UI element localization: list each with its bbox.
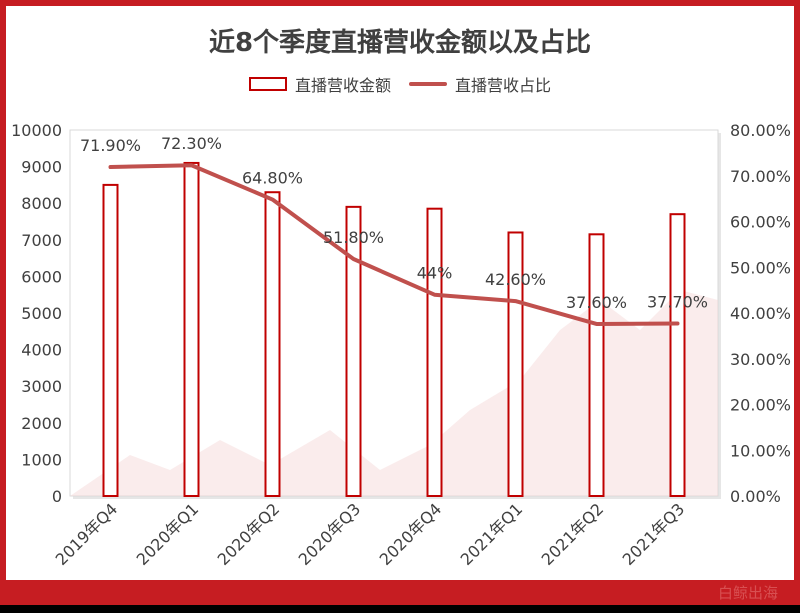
left-tick-3: 3000 xyxy=(21,377,62,396)
legend-item-bar: 直播营收金额 xyxy=(248,72,391,96)
data-label-4: 44% xyxy=(417,264,453,283)
data-label-1: 72.30% xyxy=(161,134,222,153)
watermark-logo: 白鲸出海 xyxy=(717,584,778,602)
left-tick-5: 5000 xyxy=(21,304,62,323)
chart-legend: 直播营收金额 直播营收占比 xyxy=(0,72,800,96)
x-tick-6: 2021年Q2 xyxy=(538,499,608,569)
left-tick-1: 1000 xyxy=(21,450,62,469)
line-series xyxy=(108,163,680,326)
bar-1 xyxy=(183,161,200,497)
right-tick-0: 0.00% xyxy=(730,487,781,506)
left-tick-9: 9000 xyxy=(21,158,62,177)
plot-area xyxy=(69,129,719,497)
frame-right-border xyxy=(794,0,800,613)
legend-item-line: 直播营收占比 xyxy=(409,72,551,96)
data-label-2: 64.80% xyxy=(242,169,303,188)
right-tick-5: 50.00% xyxy=(730,258,791,277)
right-tick-8: 80.00% xyxy=(730,121,791,140)
bar-4 xyxy=(426,207,443,497)
bar-6 xyxy=(588,233,605,497)
frame-left-border xyxy=(0,0,6,613)
x-tick-0: 2019年Q4 xyxy=(52,499,122,569)
x-tick-2: 2020年Q2 xyxy=(214,499,284,569)
left-tick-7: 7000 xyxy=(21,231,62,250)
left-tick-8: 8000 xyxy=(21,194,62,213)
bar-0 xyxy=(102,183,119,497)
background-watermark-icon xyxy=(70,290,718,496)
right-tick-4: 40.00% xyxy=(730,304,791,323)
left-tick-6: 6000 xyxy=(21,267,62,286)
data-label-7: 37.70% xyxy=(647,293,708,312)
legend-swatch-line xyxy=(409,82,447,86)
data-label-0: 71.90% xyxy=(80,136,141,155)
right-tick-1: 10.00% xyxy=(730,441,791,460)
legend-label-line: 直播营收占比 xyxy=(455,76,552,95)
frame-top-border xyxy=(0,0,800,6)
right-tick-3: 30.00% xyxy=(730,350,791,369)
bar-7 xyxy=(669,213,686,497)
frame-bottom-band xyxy=(0,605,800,613)
bar-5 xyxy=(507,231,524,497)
data-label-5: 42.60% xyxy=(485,270,546,289)
x-tick-5: 2021年Q1 xyxy=(457,499,527,569)
left-tick-4: 4000 xyxy=(21,341,62,360)
left-tick-2: 2000 xyxy=(21,414,62,433)
right-tick-2: 20.00% xyxy=(730,396,791,415)
x-tick-4: 2020年Q4 xyxy=(376,499,446,569)
left-tick-10: 10000 xyxy=(11,121,62,140)
legend-swatch-bar xyxy=(248,77,287,91)
x-tick-1: 2020年Q1 xyxy=(133,499,203,569)
bar-3 xyxy=(345,205,362,498)
right-tick-6: 60.00% xyxy=(730,213,791,232)
chart-title: 近8个季度直播营收金额以及占比 xyxy=(208,28,592,58)
left-tick-0: 0 xyxy=(52,487,62,506)
data-label-3: 51.80% xyxy=(323,228,384,247)
x-tick-3: 2020年Q3 xyxy=(295,499,365,569)
x-tick-7: 2021年Q3 xyxy=(619,499,689,569)
bar-2 xyxy=(264,191,281,497)
data-label-6: 37.60% xyxy=(566,293,627,312)
right-tick-7: 70.00% xyxy=(730,167,791,186)
legend-label-bar: 直播营收金额 xyxy=(294,76,391,95)
